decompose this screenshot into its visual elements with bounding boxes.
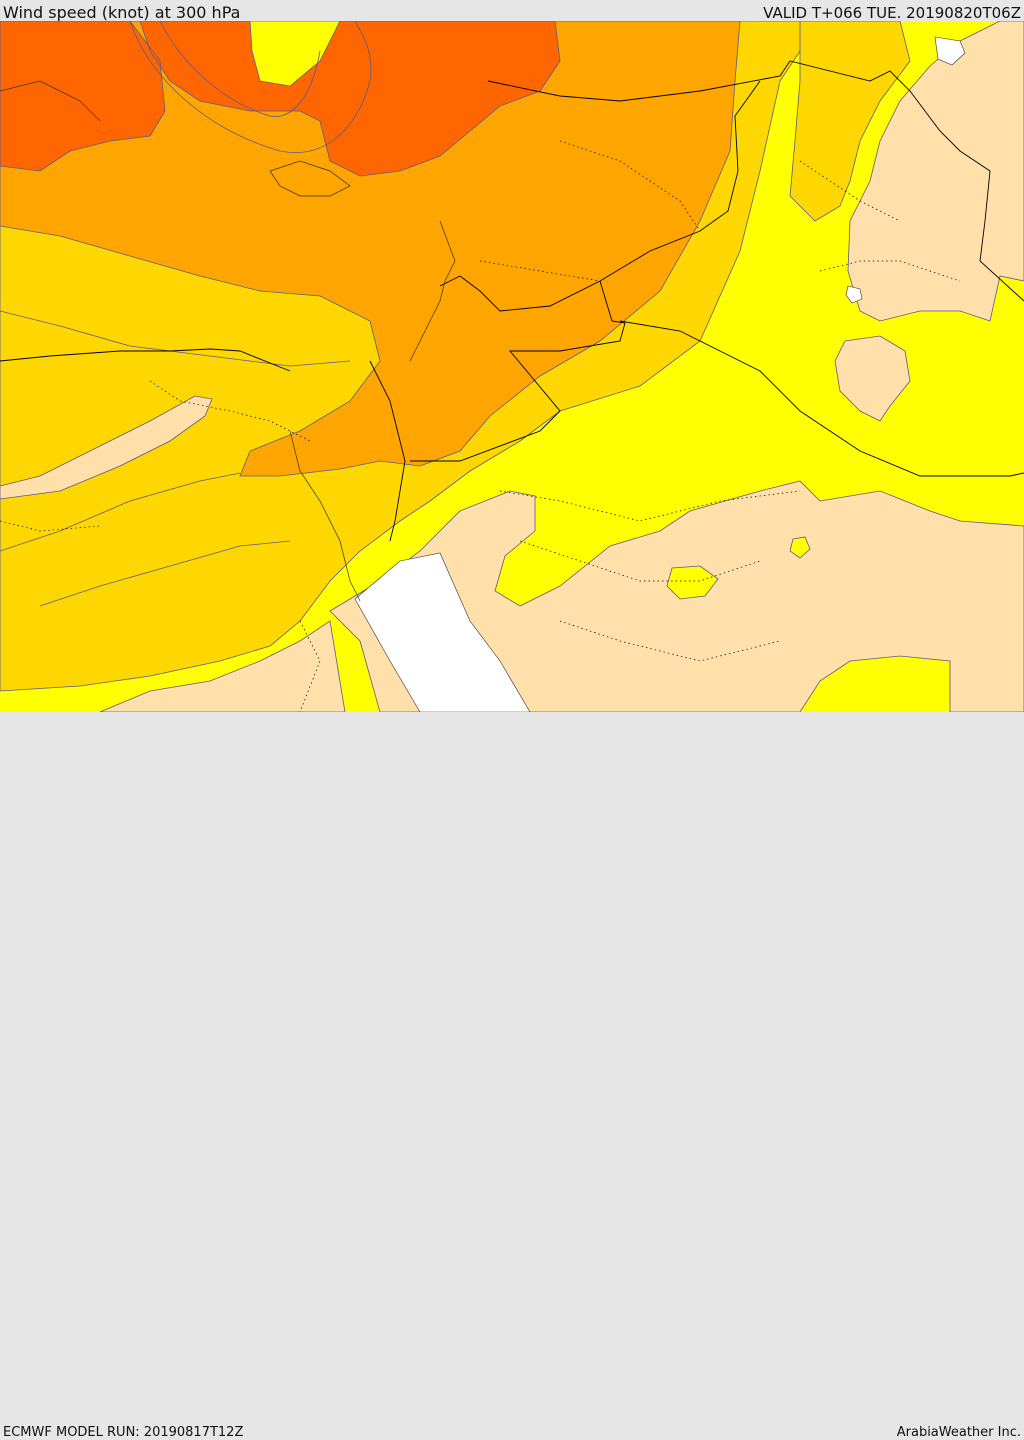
admin-boundaries [0,140,961,712]
valid-time: VALID T+066 TUE. 20190820T06Z [763,4,1021,22]
red-sea [354,552,531,712]
footer-bar: ECMWF MODEL RUN: 20190817T12Z ArabiaWeat… [0,712,1024,1440]
model-run: ECMWF MODEL RUN: 20190817T12Z [3,1425,244,1440]
coastlines [0,80,456,602]
borders [0,60,1024,542]
inland-water [934,36,966,66]
wind-band-very-low-island [834,335,911,422]
header-bar: Wind speed (knot) at 300 hPa VALID T+066… [0,0,1024,22]
wind-band-very-low-west [0,395,213,500]
wind-band-very-low-sw [99,620,346,712]
wind-pocket-1 [666,565,719,600]
wind-speed-map [0,21,1024,712]
wind-band-high [0,21,741,477]
wind-band-very-high [0,21,561,177]
wind-minimum-center [249,21,341,87]
wind-band-medium-ne [789,21,911,222]
inland-water-2 [845,285,863,304]
map-title: Wind speed (knot) at 300 hPa [3,3,241,22]
credit: ArabiaWeather Inc. [896,1425,1021,1440]
wind-pocket-2 [789,536,811,559]
